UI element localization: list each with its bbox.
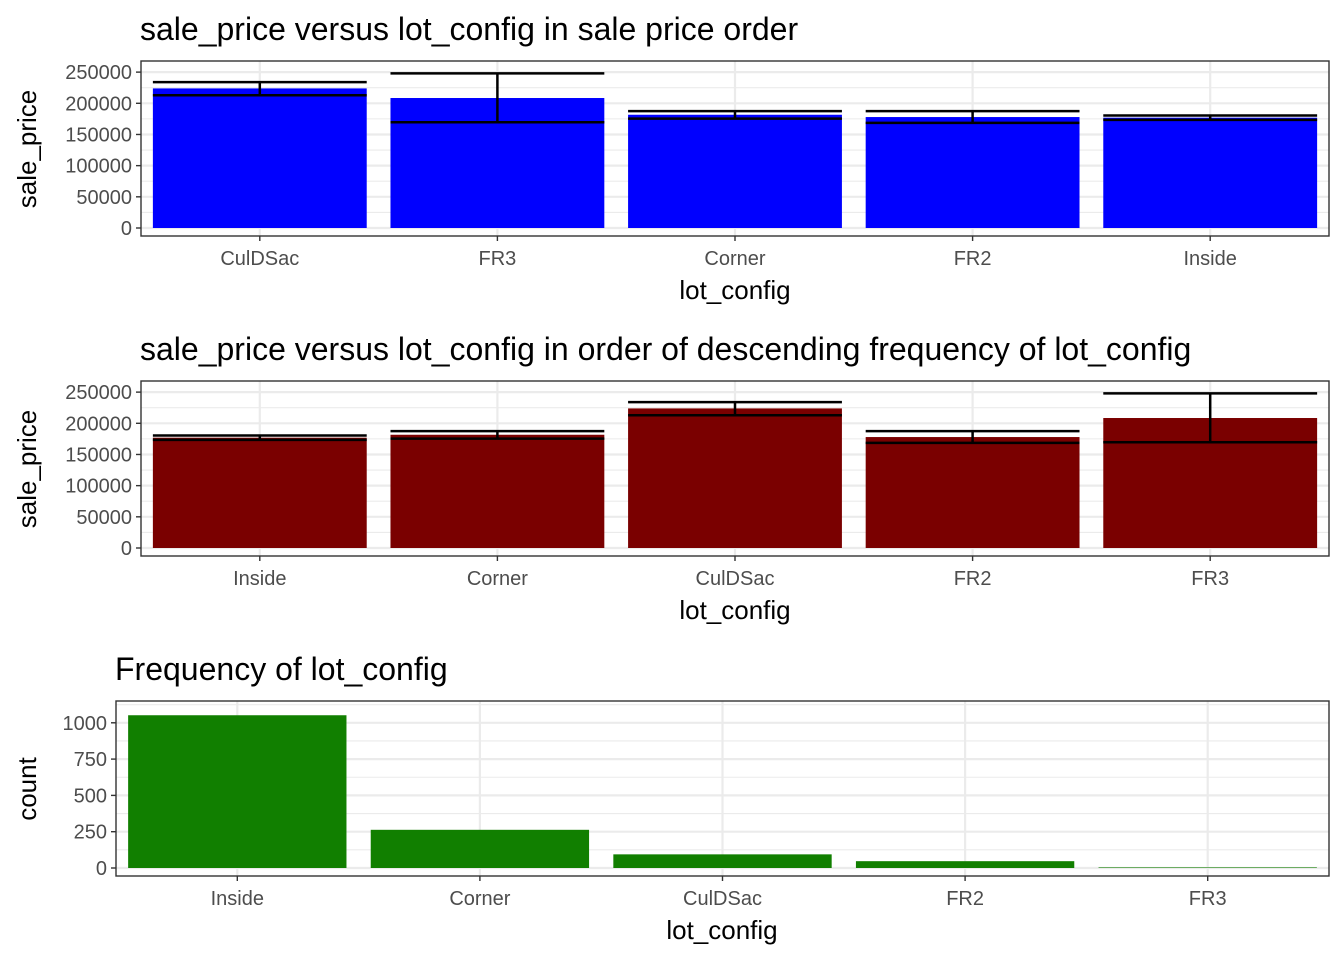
y-tick-label: 750 <box>74 749 107 771</box>
y-tick-label: 150000 <box>65 124 132 146</box>
bars <box>152 88 1318 228</box>
x-axis: Inside Corner CulDSac FR2 FR3 <box>211 876 1227 910</box>
y-axis: 0 50000 100000 150000 200000 250000 <box>65 62 141 240</box>
y-tick-label: 250 <box>74 822 107 844</box>
chart-panel-sale-price-order: 0 50000 100000 150000 200000 250000 CulDSac FR3… <box>12 11 1330 305</box>
x-tick-label: FR3 <box>1189 888 1227 910</box>
error-bar-inside <box>152 434 367 442</box>
bar-culdsac <box>613 854 832 868</box>
y-axis-title: count <box>12 756 42 820</box>
error-bar-culdsac <box>152 80 367 97</box>
x-tick-label: Corner <box>449 888 510 910</box>
bar-inside <box>128 715 347 868</box>
y-tick-label: 0 <box>96 858 107 880</box>
y-tick-label: 0 <box>121 538 132 560</box>
y-tick-label: 100000 <box>65 156 132 178</box>
x-axis-title: lot_config <box>679 595 790 625</box>
bar-culdsac <box>628 408 842 548</box>
x-tick-label: CulDSac <box>696 568 775 590</box>
chart-panel-frequency-order: 0 50000 100000 150000 200000 250000 Inside Corn… <box>12 331 1330 625</box>
chart-title: sale_price versus lot_config in order of… <box>140 331 1191 367</box>
bar-inside <box>1103 117 1318 228</box>
y-tick-label: 250000 <box>65 62 132 84</box>
x-tick-label: Corner <box>704 248 765 270</box>
error-bar-corner <box>628 109 842 120</box>
x-axis: Inside Corner CulDSac FR2 FR3 <box>233 556 1229 590</box>
error-bar-fr2 <box>865 109 1080 125</box>
chart-title: Frequency of lot_config <box>115 651 448 687</box>
bar-corner <box>628 114 842 228</box>
y-axis-title: sale_price <box>12 410 42 529</box>
bar-corner <box>370 829 590 868</box>
chart-panel-frequency: 0 250 500 750 1000 Inside Corner CulDSac FR2 FR3 F… <box>12 651 1330 945</box>
error-bar-corner <box>390 429 605 440</box>
y-tick-label: 150000 <box>65 444 132 466</box>
y-axis-title: sale_price <box>12 90 42 209</box>
error-bar-fr2 <box>865 429 1080 445</box>
x-tick-label: Inside <box>1184 248 1237 270</box>
chart-title: sale_price versus lot_config in sale pri… <box>140 11 798 47</box>
y-tick-label: 250000 <box>65 382 132 404</box>
error-bars <box>152 392 1318 445</box>
error-bar-inside <box>1103 114 1318 122</box>
error-bar-fr3 <box>390 72 605 124</box>
x-axis-title: lot_config <box>679 275 790 305</box>
y-tick-label: 0 <box>121 218 132 240</box>
error-bar-fr3 <box>1103 392 1318 444</box>
x-tick-label: FR2 <box>954 248 992 270</box>
bar-inside <box>152 437 367 548</box>
x-tick-label: Corner <box>467 568 528 590</box>
bar-fr2 <box>865 117 1080 228</box>
x-tick-label: Inside <box>211 888 264 910</box>
x-tick-label: CulDSac <box>683 888 762 910</box>
y-tick-label: 50000 <box>76 187 132 209</box>
bar-corner <box>390 434 605 548</box>
bars <box>152 408 1318 548</box>
x-tick-label: CulDSac <box>220 248 299 270</box>
error-bar-culdsac <box>628 400 842 417</box>
y-tick-label: 100000 <box>65 476 132 498</box>
y-tick-label: 500 <box>74 785 107 807</box>
y-axis: 0 50000 100000 150000 200000 250000 <box>65 382 141 560</box>
y-tick-label: 1000 <box>63 713 108 735</box>
x-tick-label: FR3 <box>1191 568 1229 590</box>
x-axis: CulDSac FR3 Corner FR2 Inside <box>220 236 1237 270</box>
error-bars <box>152 72 1318 125</box>
x-tick-label: FR2 <box>946 888 984 910</box>
x-tick-label: FR3 <box>479 248 517 270</box>
bar-fr2 <box>855 861 1075 868</box>
x-tick-label: FR2 <box>954 568 992 590</box>
bar-fr3 <box>1098 867 1317 868</box>
y-tick-label: 200000 <box>65 93 132 115</box>
bar-culdsac <box>152 88 367 228</box>
y-tick-label: 200000 <box>65 413 132 435</box>
y-tick-label: 50000 <box>76 507 132 529</box>
y-axis: 0 250 500 750 1000 <box>63 713 116 880</box>
x-tick-label: Inside <box>233 568 286 590</box>
bars <box>128 715 1317 868</box>
x-axis-title: lot_config <box>666 915 777 945</box>
bar-fr2 <box>865 437 1080 548</box>
